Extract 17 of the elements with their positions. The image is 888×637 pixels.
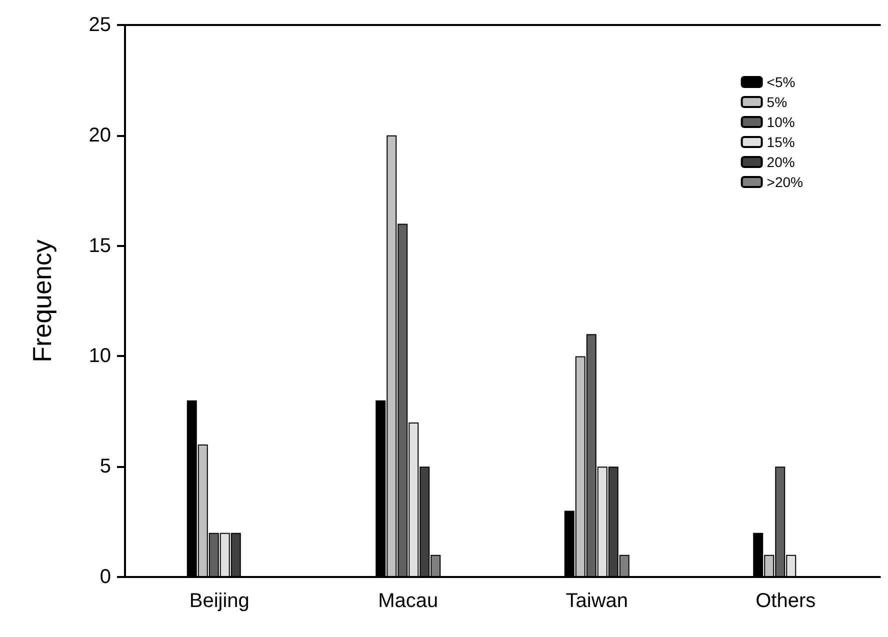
y-tick-label: 10 — [88, 345, 111, 368]
legend-label: <5% — [766, 74, 796, 90]
y-tick-label: 5 — [100, 456, 111, 478]
y-tick-label: 15 — [88, 234, 111, 257]
y-tick-label: 20 — [88, 124, 111, 146]
x-tick-label: Macau — [378, 590, 438, 612]
y-axis-title: Frequency — [27, 240, 57, 362]
legend-label: >20% — [766, 174, 804, 190]
x-tick-label: Beijing — [189, 590, 250, 612]
legend-label: 20% — [766, 154, 795, 170]
legend-label: 15% — [766, 134, 795, 150]
legend-label: 10% — [766, 114, 795, 130]
x-tick-label: Others — [756, 590, 816, 612]
x-tick-label: Taiwan — [566, 590, 628, 612]
legend-label: 5% — [766, 94, 788, 110]
y-tick-label: 0 — [100, 566, 111, 588]
y-tick-label: 25 — [88, 14, 111, 36]
